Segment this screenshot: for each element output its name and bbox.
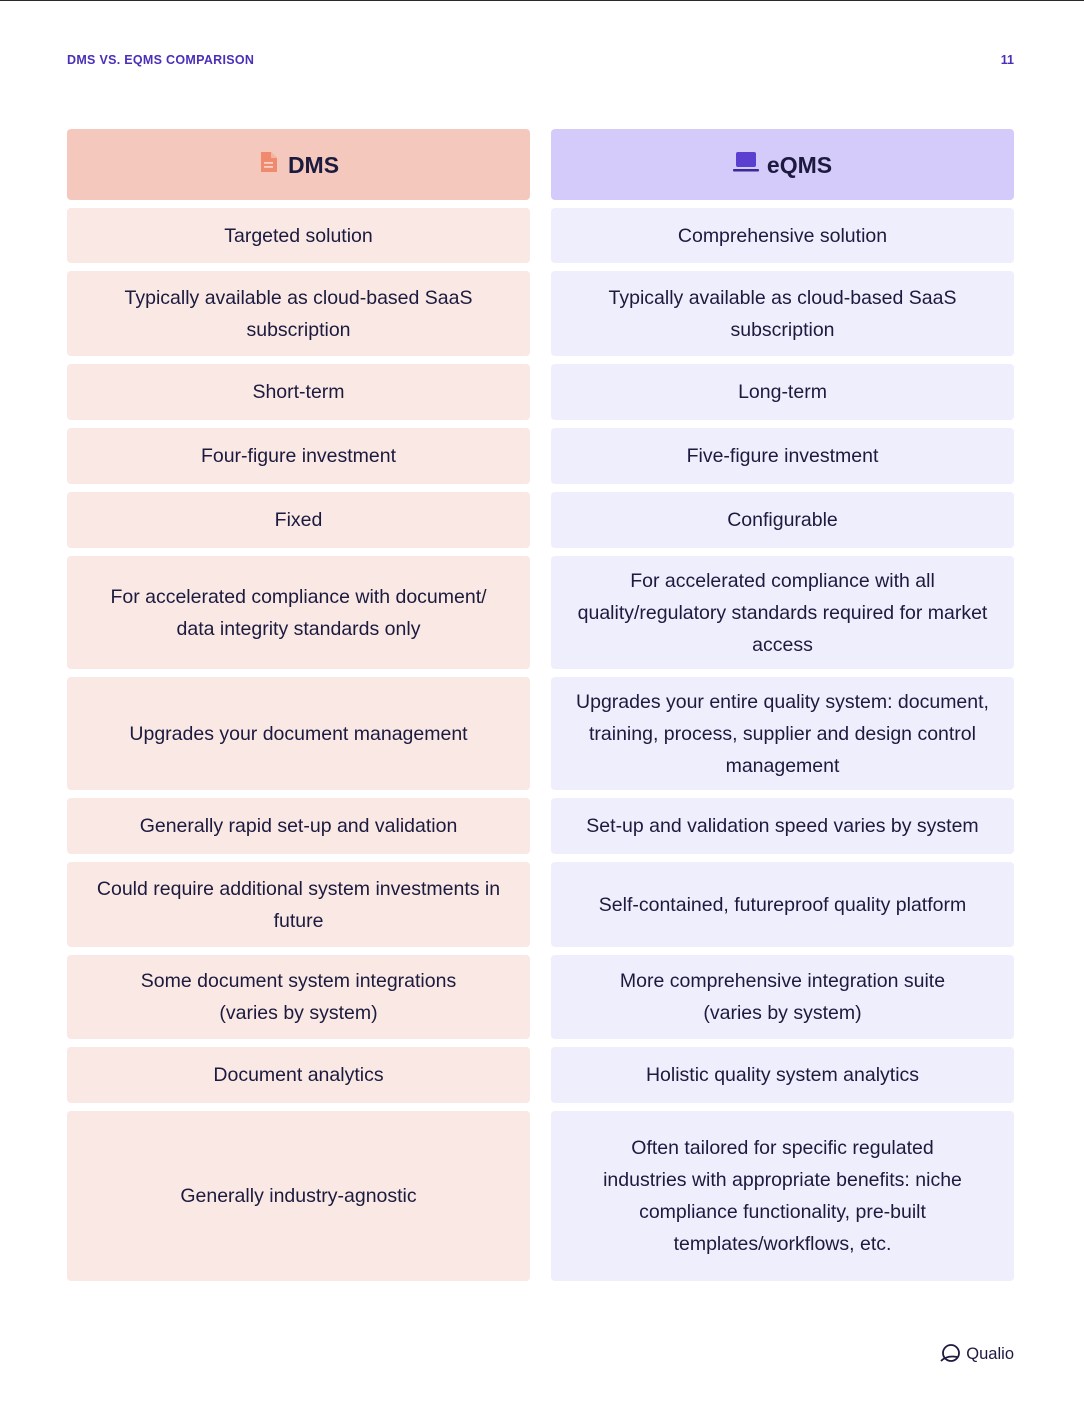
dms-cell: For accelerated compliance with document… (67, 556, 530, 669)
dms-cell: Document analytics (67, 1047, 530, 1103)
qualio-logo-icon (940, 1344, 961, 1362)
dms-cell: Typically available as cloud-based SaaS … (67, 271, 530, 356)
eqms-cell: Five-figure investment (551, 428, 1014, 484)
dms-cell: Upgrades your document management (67, 677, 530, 790)
eqms-cell: Holistic quality system analytics (551, 1047, 1014, 1103)
dms-cell: Generally rapid set-up and validation (67, 798, 530, 854)
page-number: 11 (1000, 53, 1014, 67)
eqms-cell: Long-term (551, 364, 1014, 420)
eqms-cell: For accelerated compliance with all qual… (551, 556, 1014, 669)
eqms-cell: Self-contained, futureproof quality plat… (551, 862, 1014, 947)
eqms-cell: Often tailored for specific regulated in… (551, 1111, 1014, 1281)
dms-cell: Fixed (67, 492, 530, 548)
top-rule (0, 0, 1084, 1)
dms-cell: Targeted solution (67, 208, 530, 263)
eqms-cell: Typically available as cloud-based SaaS … (551, 271, 1014, 356)
dms-cell: Could require additional system investme… (67, 862, 530, 947)
eqms-cell: Upgrades your entire quality system: doc… (551, 677, 1014, 790)
laptop-icon (732, 149, 759, 181)
eqms-cell: More comprehensive integration suite (va… (551, 955, 1014, 1039)
eqms-title: eQMS (766, 151, 833, 178)
document-icon (258, 149, 280, 181)
dms-cell: Some document system integrations (varie… (67, 955, 530, 1039)
eqms-cell: Comprehensive solution (551, 208, 1014, 263)
eqms-cell: Set-up and validation speed varies by sy… (551, 798, 1014, 854)
section-title: DMS VS. EQMS COMPARISON (67, 53, 255, 67)
dms-column-header: DMS (67, 129, 530, 200)
brand-name: Qualio (966, 1344, 1014, 1363)
dms-title: DMS (287, 151, 340, 178)
dms-cell: Four-figure investment (67, 428, 530, 484)
dms-cell: Generally industry-agnostic (67, 1111, 530, 1281)
eqms-cell: Configurable (551, 492, 1014, 548)
dms-cell: Short-term (67, 364, 530, 420)
qualio-logo: Qualio (939, 1343, 1014, 1365)
eqms-column-header: eQMS (551, 129, 1014, 200)
